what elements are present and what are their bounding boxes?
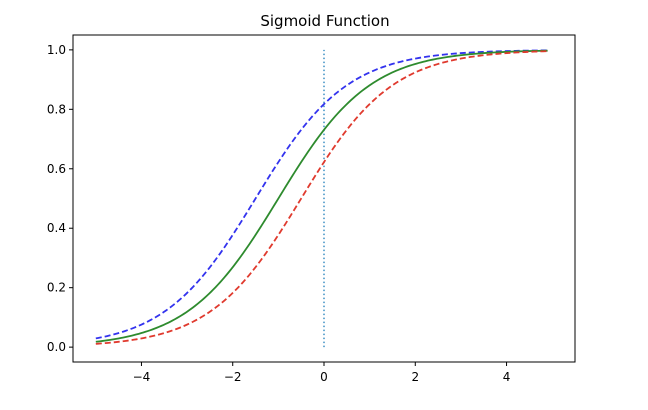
y-axis: 0.0 0.2 0.4 0.6 0.8 1.0 bbox=[47, 43, 73, 354]
series-line-2 bbox=[95, 49, 548, 343]
y-tick-label: 1.0 bbox=[47, 43, 66, 57]
chart-title: Sigmoid Function bbox=[260, 12, 389, 30]
x-tick-label: −4 bbox=[133, 370, 151, 384]
plot-area bbox=[95, 49, 548, 348]
x-tick-label: 4 bbox=[503, 370, 511, 384]
x-tick-label: 2 bbox=[411, 370, 419, 384]
x-axis: −4 −2 0 2 4 bbox=[133, 362, 511, 384]
series-line-3 bbox=[95, 50, 548, 345]
y-tick-label: 0.4 bbox=[47, 221, 66, 235]
x-tick-label: 0 bbox=[320, 370, 328, 384]
y-tick-label: 0.0 bbox=[47, 340, 66, 354]
series-line-1 bbox=[95, 49, 548, 340]
y-tick-label: 0.6 bbox=[47, 162, 66, 176]
y-tick-label: 0.2 bbox=[47, 281, 66, 295]
y-tick-label: 0.8 bbox=[47, 102, 66, 116]
x-tick-label: −2 bbox=[224, 370, 242, 384]
